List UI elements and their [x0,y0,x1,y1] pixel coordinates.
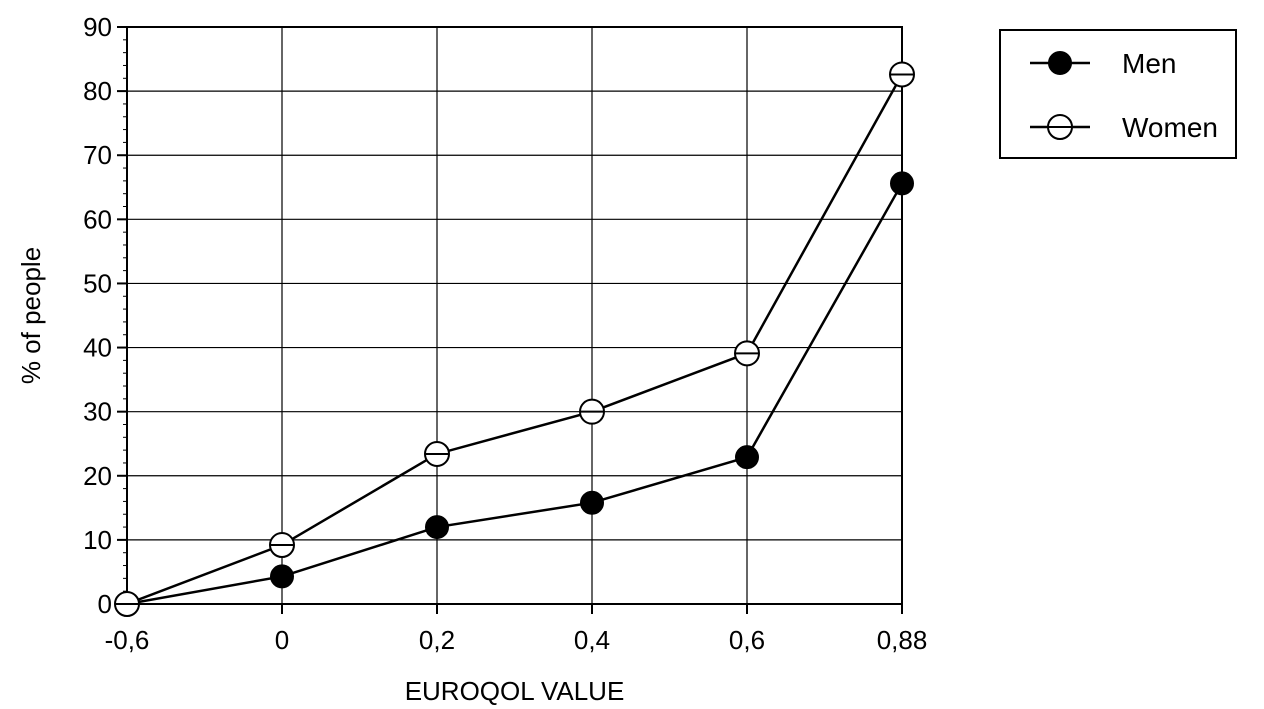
legend-item-men: Men [1030,48,1176,79]
x-tick-labels: -0,6 0 0,2 0,4 0,6 0,88 [105,625,928,655]
data-point [735,445,759,470]
legend-label: Men [1122,48,1176,79]
x-tick-label: 0,88 [877,625,928,655]
y-tick-label: 70 [83,140,112,170]
x-tick-label: 0,6 [729,625,765,655]
legend-marker [1048,51,1072,75]
y-tick-label: 50 [83,268,112,298]
legend-item-women: Women [1030,112,1218,143]
data-point [890,171,914,196]
legend-label: Women [1122,112,1218,143]
series-women [114,61,915,617]
legend-items: Men Women [1030,48,1218,143]
data-point [425,515,449,540]
data-point [270,564,294,589]
x-tick-label: 0,2 [419,625,455,655]
legend: Men Women [999,29,1237,159]
y-tick-label: 80 [83,76,112,106]
x-tick-label: 0,4 [574,625,610,655]
y-tick-label: 40 [83,333,112,363]
y-tick-label: 90 [83,12,112,42]
series-men [115,171,914,616]
x-axis-title: EUROQOL VALUE [405,676,625,706]
y-tick-label: 20 [83,461,112,491]
y-tick-label: 30 [83,397,112,427]
series-line [126,182,904,606]
y-tick-labels: 0 10 20 30 40 50 60 70 80 90 [83,12,112,619]
plot-frame [126,26,903,605]
grid [117,26,903,614]
y-tick-label: 10 [83,525,112,555]
y-tick-label: 0 [98,589,112,619]
y-tick-label: 60 [83,204,112,234]
series-line [126,73,904,606]
y-axis-title: % of people [16,247,46,384]
x-tick-label: 0 [275,625,289,655]
legend-box [999,29,1237,159]
data-point [580,490,604,515]
x-tick-label: -0,6 [105,625,150,655]
series-layer [114,61,915,617]
